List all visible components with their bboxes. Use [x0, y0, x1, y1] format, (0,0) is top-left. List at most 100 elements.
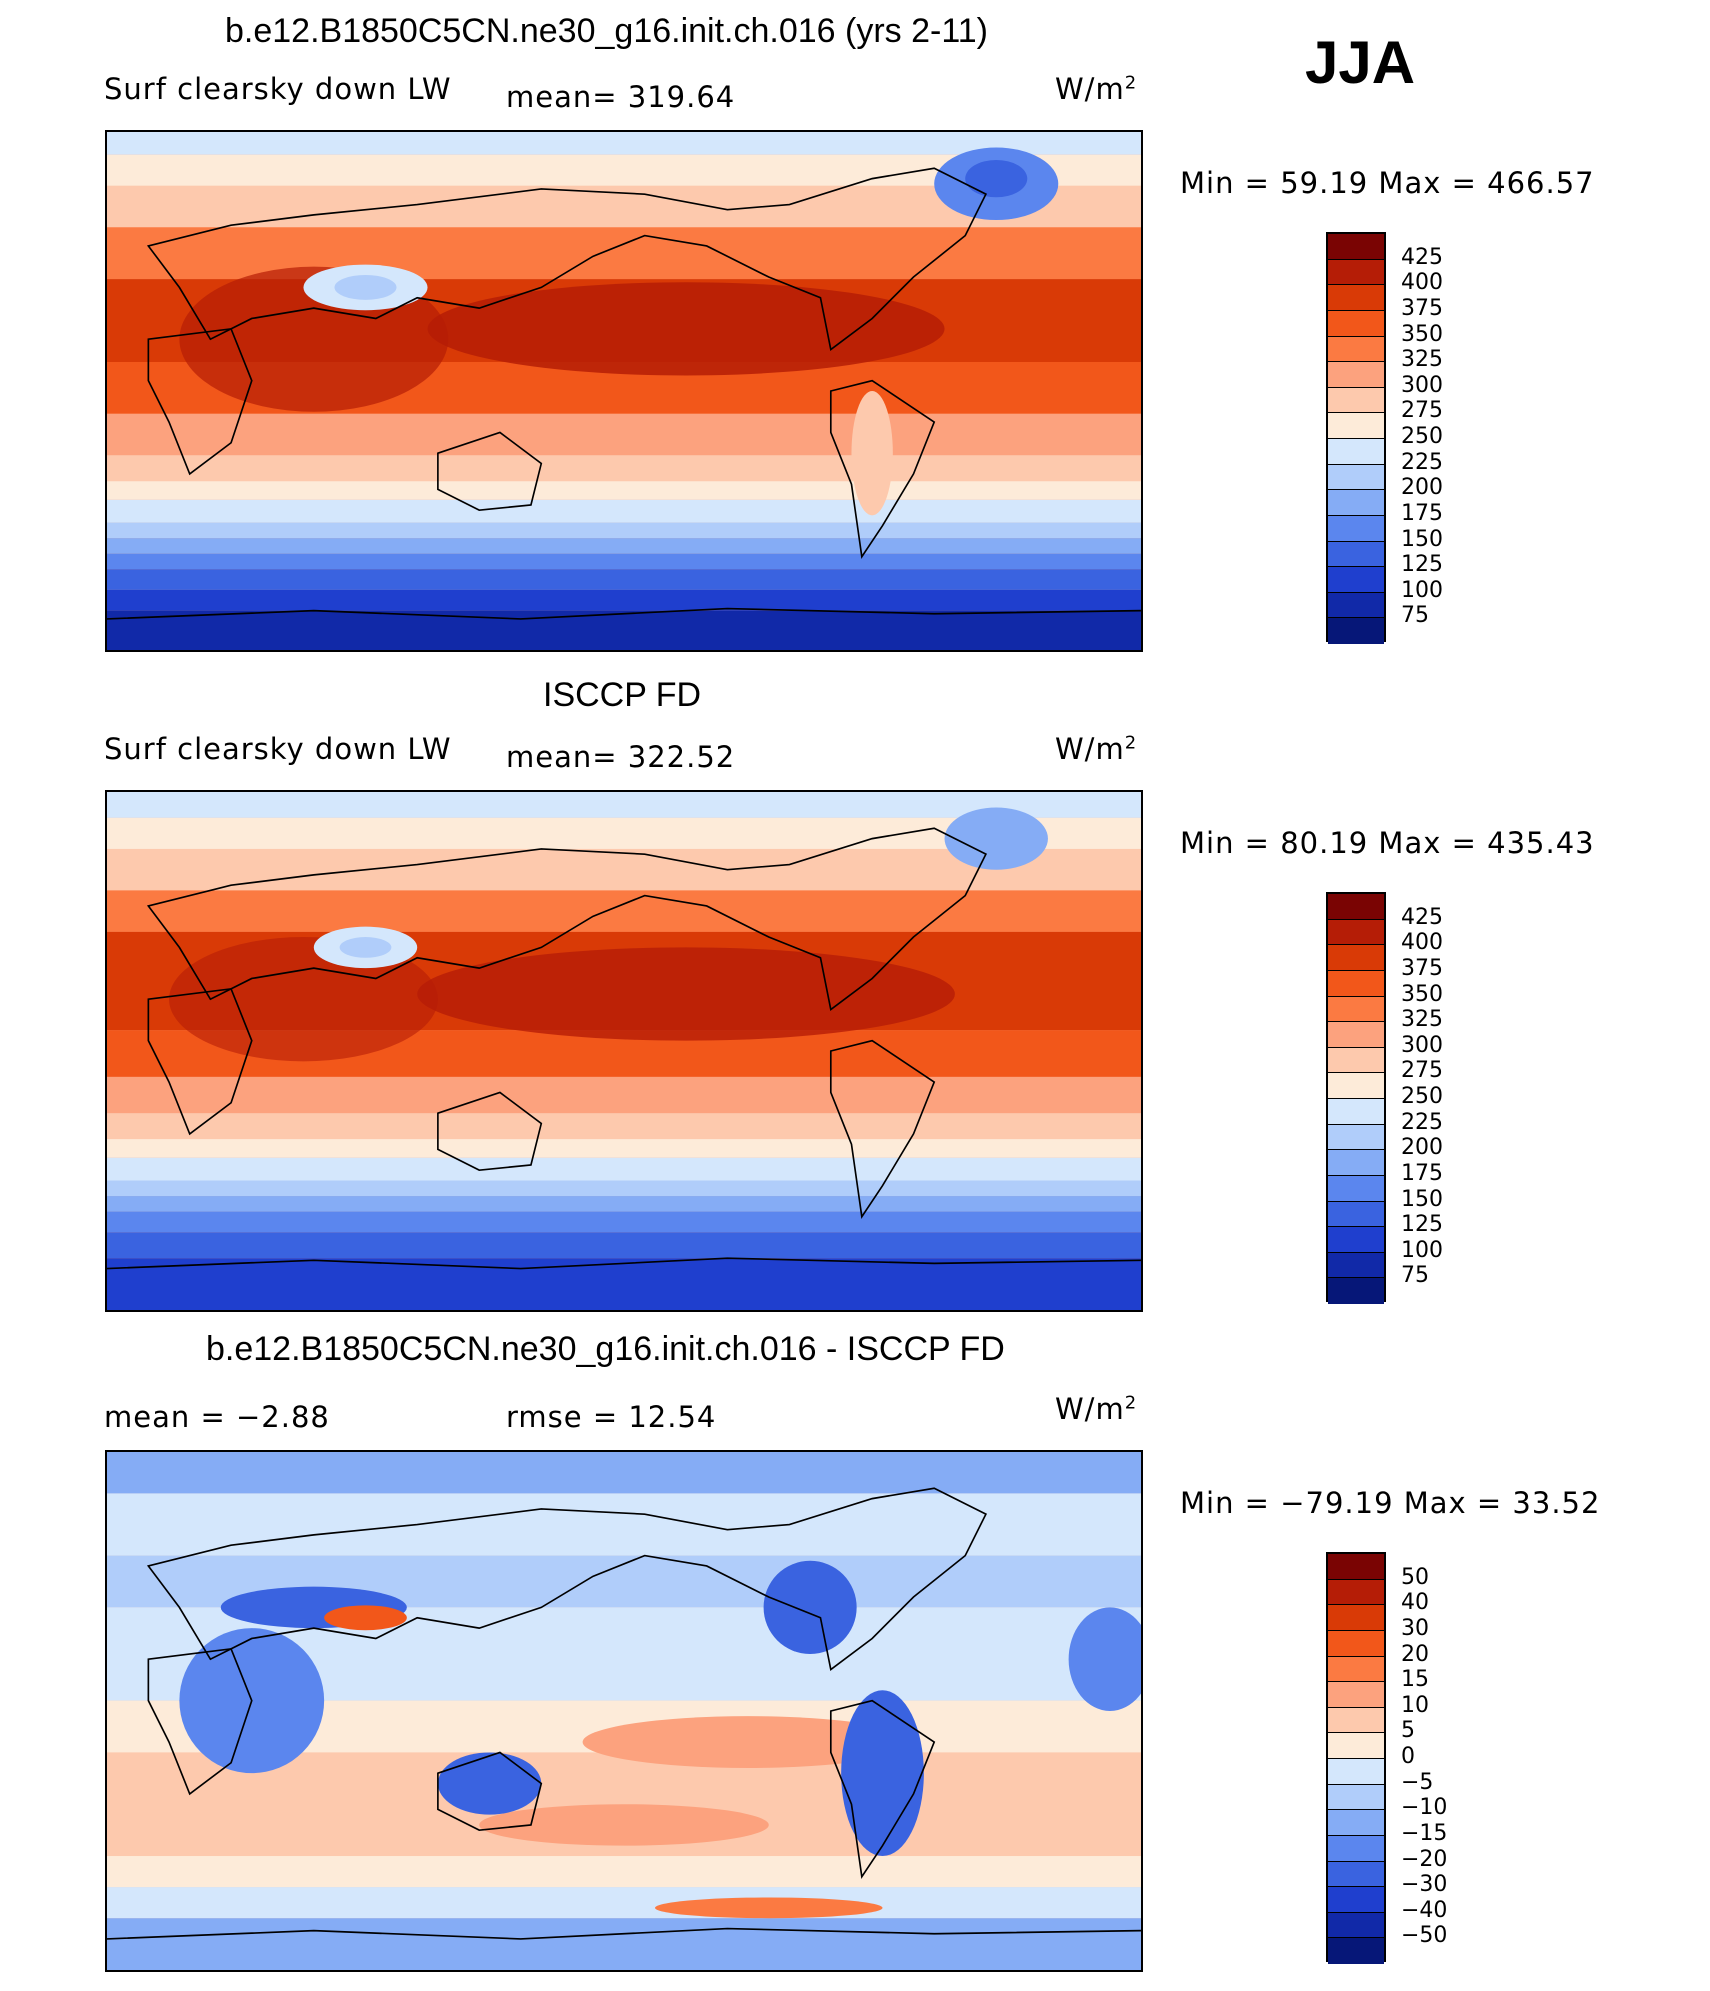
colorbar-swatch — [1328, 996, 1384, 1023]
colorbar-tick-label: 150 — [1401, 1186, 1443, 1212]
colorbar-swatch — [1328, 259, 1384, 286]
colorbar-tick-label: 175 — [1401, 1160, 1443, 1186]
colorbar-swatch — [1328, 1835, 1384, 1862]
panel-2-title: ISCCP FD — [543, 676, 702, 714]
colorbar-tick-label: 300 — [1401, 372, 1443, 398]
colorbar-swatch — [1328, 1861, 1384, 1888]
colorbar-swatch — [1328, 1656, 1384, 1683]
panel-2-units: W/m2 — [1055, 732, 1138, 766]
colorbar-tick-label: 40 — [1401, 1590, 1429, 1616]
colorbar-swatch — [1328, 310, 1384, 337]
panel-3-rmse-label: rmse = 12.54 — [506, 1400, 717, 1434]
colorbar-swatch — [1328, 1554, 1384, 1580]
colorbar-tick-label: 10 — [1401, 1692, 1429, 1718]
colorbar-tick-label: −20 — [1401, 1846, 1448, 1872]
panel-3-title: b.e12.B1850C5CN.ne30_g16.init.ch.016 - I… — [206, 1330, 1005, 1368]
colorbar-swatch — [1328, 1201, 1384, 1228]
colorbar-tick-label: 250 — [1401, 424, 1443, 449]
colorbar-tick-label: 50 — [1401, 1564, 1429, 1590]
colorbar-tick-label: 425 — [1401, 244, 1443, 270]
colorbar-tick-label: 225 — [1401, 449, 1443, 475]
panel-2-colorbar — [1326, 892, 1386, 1304]
colorbar-swatch — [1328, 894, 1384, 920]
colorbar-swatch — [1328, 1810, 1384, 1836]
colorbar-tick-label: 275 — [1401, 1058, 1443, 1084]
panel-2-map — [105, 790, 1143, 1312]
colorbar-swatch — [1328, 285, 1384, 311]
panel-1-mean-label: mean= 319.64 — [506, 80, 736, 114]
colorbar-swatch — [1328, 1099, 1384, 1125]
colorbar-tick-label: 225 — [1401, 1109, 1443, 1135]
colorbar-swatch — [1328, 1047, 1384, 1074]
colorbar-tick-label: 20 — [1401, 1641, 1429, 1667]
colorbar-tick-label: 325 — [1401, 347, 1443, 373]
colorbar-tick-label: 5 — [1401, 1718, 1415, 1744]
colorbar-swatch — [1328, 919, 1384, 946]
colorbar-tick-label: 400 — [1401, 270, 1443, 296]
colorbar-tick-label: 275 — [1401, 398, 1443, 424]
colorbar-tick-label: −10 — [1401, 1795, 1448, 1821]
panel-1-title: b.e12.B1850C5CN.ne30_g16.init.ch.016 (yr… — [225, 12, 988, 50]
colorbar-tick-label: 375 — [1401, 295, 1443, 321]
colorbar-swatch — [1328, 1579, 1384, 1606]
colorbar-swatch — [1328, 490, 1384, 516]
colorbar-swatch — [1328, 1682, 1384, 1708]
panel-1-variable-label: Surf clearsky down LW — [104, 72, 452, 106]
colorbar-tick-label: 375 — [1401, 955, 1443, 981]
colorbar-swatch — [1328, 1784, 1384, 1811]
colorbar-tick-label: −30 — [1401, 1872, 1448, 1898]
colorbar-swatch — [1328, 1630, 1384, 1657]
colorbar-tick-label: −5 — [1401, 1769, 1434, 1795]
colorbar-tick-label: 350 — [1401, 321, 1443, 347]
colorbar-swatch — [1328, 1278, 1384, 1304]
colorbar-swatch — [1328, 1252, 1384, 1279]
colorbar-swatch — [1328, 1124, 1384, 1151]
colorbar-swatch — [1328, 362, 1384, 388]
colorbar-swatch — [1328, 1707, 1384, 1734]
colorbar-swatch — [1328, 1887, 1384, 1913]
colorbar-swatch — [1328, 387, 1384, 414]
colorbar-tick-label: 250 — [1401, 1084, 1443, 1109]
panel-3-map — [105, 1450, 1143, 1972]
colorbar-swatch — [1328, 970, 1384, 997]
colorbar-swatch — [1328, 464, 1384, 491]
colorbar-tick-label: 300 — [1401, 1032, 1443, 1058]
colorbar-swatch — [1328, 1150, 1384, 1176]
colorbar-tick-label: 400 — [1401, 930, 1443, 956]
colorbar-tick-label: 200 — [1401, 475, 1443, 501]
panel-3-units: W/m2 — [1055, 1392, 1138, 1426]
panel-1-colorbar — [1326, 232, 1386, 644]
colorbar-swatch — [1328, 439, 1384, 465]
colorbar-swatch — [1328, 1733, 1384, 1759]
colorbar-swatch — [1328, 234, 1384, 260]
colorbar-swatch — [1328, 1175, 1384, 1202]
panel-1-units: W/m2 — [1055, 72, 1138, 106]
colorbar-tick-label: 75 — [1401, 1263, 1429, 1289]
colorbar-swatch — [1328, 618, 1384, 644]
colorbar-tick-label: 175 — [1401, 500, 1443, 526]
colorbar-swatch — [1328, 1938, 1384, 1964]
colorbar-swatch — [1328, 567, 1384, 593]
colorbar-swatch — [1328, 1759, 1384, 1785]
colorbar-swatch — [1328, 1227, 1384, 1253]
colorbar-swatch — [1328, 1912, 1384, 1939]
colorbar-tick-label: 0 — [1401, 1744, 1415, 1769]
colorbar-swatch — [1328, 945, 1384, 971]
colorbar-tick-label: 125 — [1401, 552, 1443, 578]
panel-3-minmax: Min = −79.19 Max = 33.52 — [1180, 1486, 1601, 1520]
colorbar-tick-label: 30 — [1401, 1615, 1429, 1641]
colorbar-tick-label: 200 — [1401, 1135, 1443, 1161]
panel-1-map — [105, 130, 1143, 652]
colorbar-swatch — [1328, 1605, 1384, 1631]
colorbar-swatch — [1328, 1073, 1384, 1099]
panel-3-mean-label: mean = −2.88 — [104, 1400, 330, 1434]
colorbar-swatch — [1328, 413, 1384, 439]
panel-3-colorbar — [1326, 1552, 1386, 1964]
colorbar-tick-label: 75 — [1401, 603, 1429, 629]
colorbar-tick-label: 350 — [1401, 981, 1443, 1007]
colorbar-swatch — [1328, 1022, 1384, 1048]
colorbar-tick-label: 425 — [1401, 904, 1443, 930]
colorbar-tick-label: 100 — [1401, 1237, 1443, 1263]
colorbar-tick-label: 125 — [1401, 1212, 1443, 1238]
panel-2-variable-label: Surf clearsky down LW — [104, 732, 452, 766]
